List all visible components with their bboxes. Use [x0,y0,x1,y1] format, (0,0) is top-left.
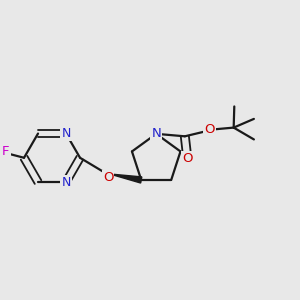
Text: N: N [61,127,71,140]
Text: N: N [151,127,161,140]
Text: N: N [61,176,71,188]
Polygon shape [110,174,142,183]
Text: O: O [182,152,193,165]
Text: O: O [205,123,215,136]
Text: F: F [2,145,10,158]
Text: O: O [103,171,113,184]
